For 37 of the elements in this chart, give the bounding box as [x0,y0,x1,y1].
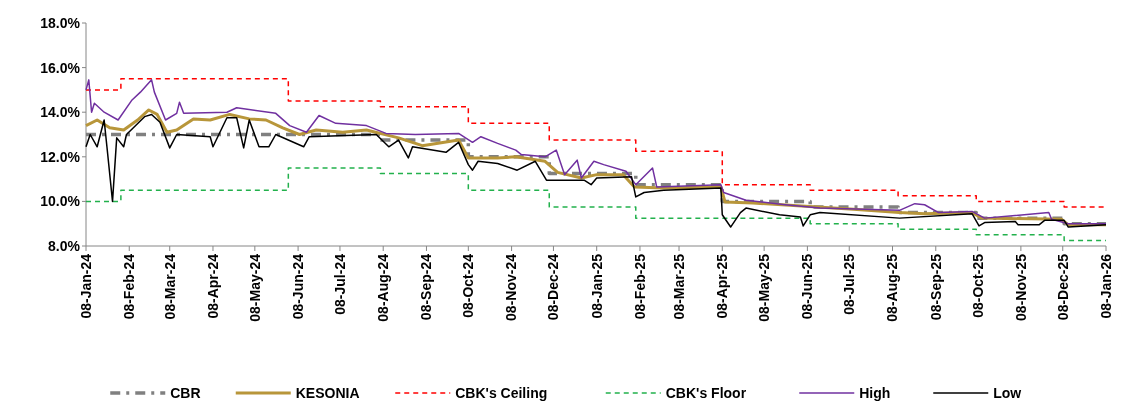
legend-label: CBK's Ceiling [455,384,548,401]
x-tick-label: 08-Oct-25 [969,253,986,318]
x-tick-label: 08-Sep-24 [418,253,435,321]
y-tick-label: 14.0% [40,104,81,121]
legend-label: KESONIA [295,384,360,401]
x-tick-label: 08-Sep-25 [927,253,944,321]
x-tick-label: 08-Mar-25 [670,253,687,320]
x-tick-label: 08-Jun-25 [799,253,816,320]
x-tick-label: 08-Apr-25 [714,253,731,319]
x-tick-label: 08-Jun-24 [289,253,306,320]
y-tick-label: 12.0% [40,148,81,165]
x-tick-label: 08-Feb-24 [121,253,138,320]
x-tick-label: 08-Dec-24 [545,253,562,321]
x-tick-label: 08-Mar-24 [161,253,178,320]
x-tick-label: 08-May-25 [756,253,773,322]
y-tick-label: 10.0% [40,193,81,210]
x-tick-label: 08-Dec-25 [1054,253,1071,321]
y-tick-label: 18.0% [40,14,81,31]
x-tick-label: 08-Jan-26 [1097,253,1114,319]
legend-label: High [859,384,891,401]
x-tick-label: 08-Oct-24 [460,253,477,318]
x-tick-label: 08-Jan-25 [588,253,605,319]
legend-label: CBR [170,384,201,401]
y-tick-label: 16.0% [40,59,81,76]
x-tick-label: 08-Nov-25 [1012,253,1029,321]
x-tick-label: 08-Aug-25 [884,253,901,322]
x-tick-label: 08-Jan-24 [77,253,94,319]
y-tick-label: 8.0% [48,237,81,254]
x-tick-label: 08-Aug-24 [375,253,392,322]
legend-label: CBK's Floor [665,384,747,401]
x-tick-label: 08-Jul-25 [841,253,858,315]
x-tick-label: 08-Apr-24 [204,253,221,319]
x-tick-label: 08-Nov-24 [503,253,520,321]
x-tick-label: 08-Jul-24 [331,253,348,315]
x-tick-label: 08-May-24 [246,253,263,322]
x-tick-label: 08-Feb-25 [631,253,648,320]
legend-label: Low [993,384,1022,401]
